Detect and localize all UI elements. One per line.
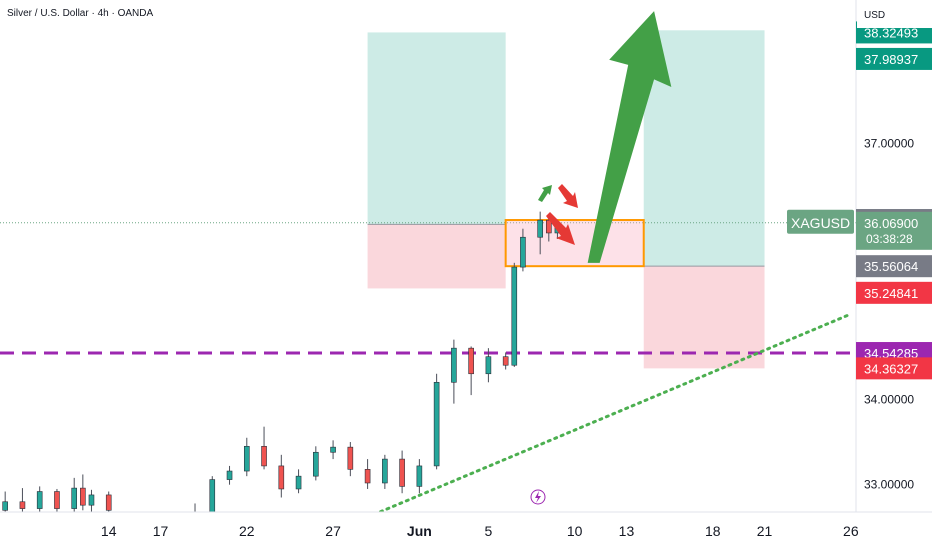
candle-body[interactable] [71, 487, 78, 509]
supply-zone-box[interactable] [504, 219, 645, 268]
x-tick-label: 10 [567, 523, 583, 539]
candle-body[interactable] [451, 347, 457, 383]
x-tick-label: 5 [485, 523, 493, 539]
candle-body[interactable] [2, 501, 8, 511]
price-label-badge[interactable] [856, 255, 932, 278]
price-label: 37.98937 [864, 52, 918, 67]
candle-body[interactable] [546, 219, 552, 234]
down-arrow-2[interactable] [546, 212, 575, 245]
candle-body[interactable] [416, 465, 423, 487]
price-label-badge[interactable] [856, 211, 932, 250]
trendline[interactable] [366, 312, 853, 519]
candle-body[interactable] [364, 469, 371, 484]
currency-label: USD [864, 10, 885, 21]
price-label-badge[interactable] [856, 357, 932, 380]
x-tick-label: 13 [619, 523, 635, 539]
candle-body[interactable] [209, 479, 216, 513]
candle-body[interactable] [261, 445, 267, 467]
x-tick-label: 26 [843, 523, 859, 539]
candle-body[interactable] [330, 446, 336, 453]
drawings-layer [530, 11, 672, 505]
candle-body[interactable] [382, 458, 388, 484]
candle-body[interactable] [511, 266, 518, 366]
price-label: 38.32493 [864, 25, 918, 40]
candle-body[interactable] [80, 487, 86, 506]
x-tick-label: 21 [757, 523, 773, 539]
stop-zone-2[interactable] [643, 266, 765, 369]
x-tick-label: 17 [153, 523, 169, 539]
time-axis-bg [0, 512, 932, 550]
price-label: 34.36327 [864, 361, 918, 376]
price-label-badge[interactable] [856, 281, 932, 304]
candle-body[interactable] [243, 445, 250, 472]
price-label: 35.24841 [864, 286, 918, 301]
candle-body[interactable] [54, 491, 60, 509]
candle-body[interactable] [36, 491, 43, 509]
y-tick-label: 34.00000 [864, 392, 914, 406]
y-tick-label: 37.00000 [864, 136, 914, 150]
x-tick-label: 27 [325, 523, 341, 539]
candle-body[interactable] [313, 451, 319, 477]
price-label-badge[interactable] [856, 47, 932, 70]
y-tick-label: 33.00000 [864, 478, 914, 492]
symbol-tag-label: XAGUSD [791, 215, 850, 231]
currency-header-bg [857, 0, 932, 28]
price-label: 36.06900 [864, 216, 918, 231]
candle-body[interactable] [88, 494, 95, 506]
candle-body[interactable] [295, 475, 302, 490]
plot-area[interactable] [0, 30, 856, 524]
stop-zone-1[interactable] [367, 224, 506, 289]
candle-body[interactable] [485, 356, 492, 375]
x-tick-label: 14 [101, 523, 117, 539]
down-arrow-1[interactable] [558, 184, 578, 208]
candle-body[interactable] [105, 494, 112, 511]
target-zone-1[interactable] [367, 32, 506, 225]
chart-title: Silver / U.S. Dollar · 4h · OANDA [7, 8, 153, 19]
small-up-arrow[interactable] [538, 185, 552, 202]
candle-body[interactable] [226, 470, 233, 480]
price-axis[interactable]: 37.00000 34.00000 33.00000 38.32493 37.98937… [787, 0, 932, 550]
x-tick-label: 22 [239, 523, 255, 539]
candle-body[interactable] [278, 465, 285, 490]
candle-body[interactable] [537, 219, 543, 238]
candle-body[interactable] [347, 446, 354, 470]
lightning-glyph [535, 491, 541, 503]
x-tick-label: 18 [705, 523, 721, 539]
candle-body[interactable] [520, 236, 526, 268]
countdown-label: 03:38:28 [866, 232, 913, 246]
candle-body[interactable] [502, 356, 509, 366]
candle-body[interactable] [433, 381, 440, 467]
candle-body[interactable] [468, 347, 474, 375]
price-label: 35.56064 [864, 259, 918, 274]
candle-body[interactable] [399, 458, 405, 487]
candle-body[interactable] [19, 501, 26, 509]
price-label: 34.54285 [864, 346, 918, 361]
time-axis[interactable]: 14 17 22 27 Jun 5 10 13 18 21 26 [0, 511, 932, 550]
symbol-tag[interactable] [787, 209, 854, 234]
x-tick-label: Jun [407, 523, 432, 539]
big-up-arrow[interactable] [587, 11, 672, 263]
